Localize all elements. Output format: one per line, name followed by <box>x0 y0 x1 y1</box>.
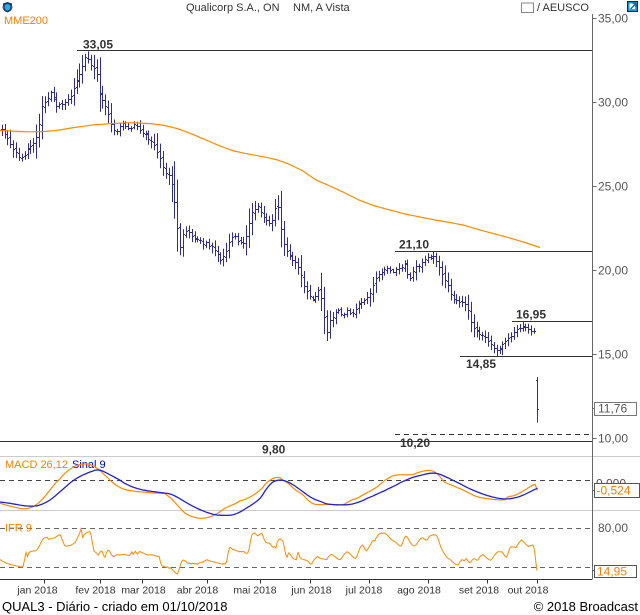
svg-text:MME200: MME200 <box>4 15 48 27</box>
svg-text:35,00: 35,00 <box>598 12 628 26</box>
svg-text:QUAL3 - Diário - criado em 01/: QUAL3 - Diário - criado em 01/10/2018 <box>2 599 227 614</box>
svg-text:IFR 9: IFR 9 <box>5 523 32 535</box>
svg-text:© 2018 Broadcast: © 2018 Broadcast <box>534 599 639 614</box>
svg-text:out 2018: out 2018 <box>508 585 549 597</box>
svg-text:10,20: 10,20 <box>400 436 430 450</box>
svg-text:jul 2018: jul 2018 <box>345 585 383 597</box>
svg-text:set 2018: set 2018 <box>459 585 499 597</box>
svg-text:10,00: 10,00 <box>598 432 628 446</box>
svg-text:ago 2018: ago 2018 <box>397 585 441 597</box>
svg-text:/ AEUSCO: / AEUSCO <box>537 2 589 14</box>
svg-text:30,00: 30,00 <box>598 96 628 110</box>
svg-text:jun 2018: jun 2018 <box>290 585 331 597</box>
svg-text:Qualicorp S.A., ON: Qualicorp S.A., ON <box>186 2 280 14</box>
svg-text:abr 2018: abr 2018 <box>177 585 219 597</box>
svg-text:mai 2018: mai 2018 <box>233 585 276 597</box>
svg-text:11,76: 11,76 <box>598 402 627 416</box>
svg-text:20,00: 20,00 <box>598 264 628 278</box>
svg-text:33,05: 33,05 <box>83 38 113 52</box>
svg-text:14,85: 14,85 <box>466 357 496 371</box>
svg-text:MACD 26,12: MACD 26,12 <box>5 459 68 471</box>
svg-text:9,80: 9,80 <box>262 443 286 457</box>
svg-text:80,00: 80,00 <box>598 521 628 535</box>
svg-text:14,95: 14,95 <box>597 565 627 579</box>
svg-text:fev 2018: fev 2018 <box>75 585 115 597</box>
svg-text:mar 2018: mar 2018 <box>121 585 166 597</box>
svg-text:NM, A Vista: NM, A Vista <box>293 2 351 14</box>
svg-text:21,10: 21,10 <box>399 238 429 252</box>
svg-text:-0,524: -0,524 <box>597 484 631 498</box>
svg-text:15,00: 15,00 <box>598 348 628 362</box>
svg-text:16,95: 16,95 <box>516 308 546 322</box>
svg-text:25,00: 25,00 <box>598 180 628 194</box>
svg-text:jan 2018: jan 2018 <box>16 585 57 597</box>
